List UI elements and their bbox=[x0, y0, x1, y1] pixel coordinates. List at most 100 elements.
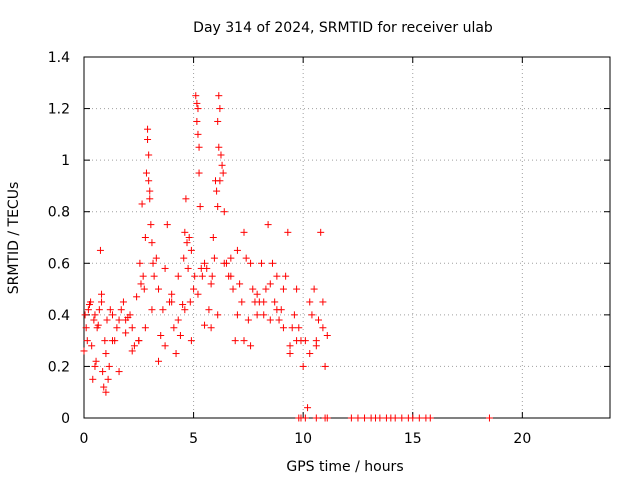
data-point bbox=[253, 311, 261, 319]
data-point bbox=[106, 306, 114, 314]
data-point bbox=[94, 321, 102, 329]
data-point bbox=[115, 316, 123, 324]
data-point bbox=[148, 306, 156, 314]
data-point bbox=[88, 342, 96, 350]
data-point bbox=[130, 342, 138, 350]
data-point bbox=[136, 259, 144, 267]
data-point bbox=[95, 306, 103, 314]
data-point bbox=[247, 259, 255, 267]
data-point bbox=[128, 347, 136, 355]
data-point bbox=[310, 285, 318, 293]
data-point bbox=[83, 337, 91, 345]
data-point bbox=[102, 350, 110, 358]
data-point bbox=[145, 177, 153, 185]
data-point bbox=[227, 254, 235, 262]
data-point bbox=[347, 414, 355, 422]
data-point bbox=[198, 272, 206, 280]
data-point bbox=[170, 324, 178, 332]
data-point bbox=[286, 350, 294, 358]
data-point bbox=[82, 324, 90, 332]
y-tick-label: 0.6 bbox=[48, 256, 70, 272]
data-point bbox=[191, 272, 199, 280]
data-point bbox=[183, 239, 191, 247]
data-point bbox=[409, 414, 417, 422]
data-point bbox=[85, 301, 93, 309]
data-point bbox=[193, 117, 201, 125]
data-point bbox=[216, 105, 224, 113]
data-point bbox=[295, 324, 303, 332]
data-point bbox=[104, 375, 112, 383]
data-point bbox=[426, 414, 434, 422]
data-point bbox=[196, 203, 204, 211]
data-point bbox=[229, 285, 237, 293]
data-point bbox=[415, 414, 423, 422]
data-point bbox=[266, 280, 274, 288]
data-point bbox=[220, 259, 228, 267]
data-point bbox=[98, 298, 106, 306]
data-point bbox=[100, 383, 108, 391]
data-point bbox=[214, 203, 222, 211]
data-point bbox=[96, 246, 104, 254]
data-point bbox=[242, 254, 250, 262]
data-point bbox=[205, 306, 213, 314]
data-point bbox=[105, 362, 113, 370]
data-point bbox=[119, 298, 127, 306]
data-point bbox=[168, 290, 176, 298]
data-point bbox=[108, 311, 116, 319]
y-tick-label: 1 bbox=[61, 153, 70, 169]
data-point bbox=[271, 298, 279, 306]
data-point bbox=[266, 316, 274, 324]
data-point bbox=[155, 285, 163, 293]
data-point bbox=[236, 280, 244, 288]
y-tick-label: 0 bbox=[61, 411, 70, 427]
data-point bbox=[144, 136, 152, 144]
data-point bbox=[159, 306, 167, 314]
data-point bbox=[203, 264, 211, 272]
data-point bbox=[268, 259, 276, 267]
data-point bbox=[194, 105, 202, 113]
data-point bbox=[249, 285, 257, 293]
data-point bbox=[194, 290, 202, 298]
data-point bbox=[323, 414, 331, 422]
data-point bbox=[141, 234, 149, 241]
data-point bbox=[195, 143, 203, 151]
x-tick-label: 15 bbox=[404, 431, 422, 447]
data-point bbox=[354, 414, 362, 422]
data-point bbox=[297, 414, 305, 422]
data-point bbox=[210, 254, 218, 262]
data-point bbox=[108, 337, 116, 345]
data-point bbox=[260, 298, 268, 306]
data-point bbox=[192, 92, 200, 100]
data-point bbox=[179, 301, 187, 309]
y-tick-label: 0.8 bbox=[48, 205, 70, 221]
data-point bbox=[304, 404, 312, 412]
data-point bbox=[139, 272, 147, 280]
data-point bbox=[186, 298, 194, 306]
data-point bbox=[193, 99, 201, 107]
data-point bbox=[182, 195, 190, 203]
grid-lines bbox=[84, 57, 610, 418]
data-point bbox=[103, 316, 111, 324]
data-point bbox=[282, 272, 290, 280]
data-point bbox=[240, 337, 248, 345]
x-axis-label: GPS time / hours bbox=[286, 459, 403, 475]
data-point bbox=[264, 221, 272, 229]
data-point bbox=[273, 272, 281, 280]
data-point bbox=[141, 324, 149, 332]
data-point bbox=[181, 228, 189, 236]
data-point bbox=[284, 228, 292, 236]
data-point bbox=[126, 311, 134, 319]
data-point bbox=[308, 311, 316, 319]
data-point bbox=[90, 316, 98, 324]
data-point bbox=[213, 187, 221, 195]
y-tick-label: 0.4 bbox=[48, 308, 70, 324]
data-points bbox=[80, 92, 493, 422]
data-point bbox=[187, 246, 195, 254]
x-tick-label: 0 bbox=[80, 431, 89, 447]
data-point bbox=[80, 347, 88, 355]
data-point bbox=[190, 285, 198, 293]
data-point bbox=[187, 337, 195, 345]
x-tick-label: 10 bbox=[294, 431, 312, 447]
data-point bbox=[145, 151, 153, 159]
